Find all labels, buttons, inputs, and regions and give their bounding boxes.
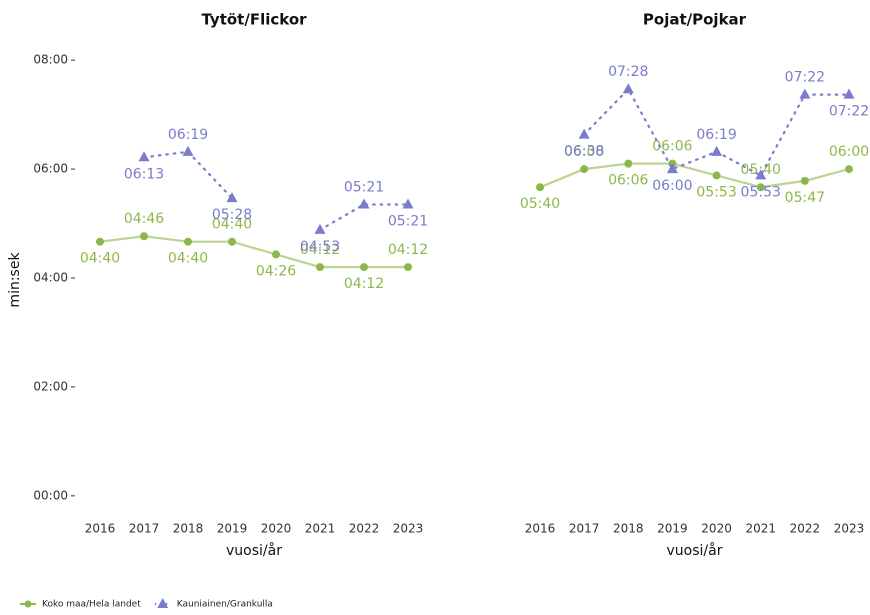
point-marker [140,232,148,241]
data-label: 06:06 [608,173,648,189]
data-label: 04:46 [124,211,164,227]
data-label: 06:19 [696,127,736,143]
data-label: 05:28 [212,207,252,223]
point-marker [184,237,192,246]
point-marker [272,250,280,259]
data-label: 05:21 [388,213,428,229]
data-label: 04:12 [344,276,384,292]
data-label: 04:40 [80,251,120,267]
point-marker [314,223,326,234]
data-label: 05:53 [741,184,781,200]
data-label: 06:19 [168,127,208,143]
data-label: 05:53 [696,184,736,200]
x-tick-label: 2020 [701,522,732,536]
point-marker [756,183,765,192]
x-axis-title: vuosi/år [226,542,282,559]
legend-label: Kauniainen/Grankulla [177,600,273,610]
data-label: 05:21 [344,179,384,195]
x-tick-label: 2019 [657,522,688,536]
point-marker [402,198,414,209]
data-label: 07:28 [608,64,648,80]
panel-title: Tytöt/Flickor [201,11,307,29]
point-marker [358,198,370,209]
point-marker [666,163,678,174]
x-tick-label: 2021 [305,522,336,536]
x-tick-label: 2022 [349,522,380,536]
x-tick-label: 2022 [790,522,821,536]
x-tick-label: 2016 [525,522,556,536]
x-tick-label: 2018 [173,522,204,536]
point-marker [711,145,723,156]
data-label: 05:47 [785,190,825,206]
legend-marker [24,600,32,608]
data-label: 06:38 [564,144,604,160]
data-label: 06:00 [829,144,869,160]
data-label: 06:06 [652,139,692,155]
data-label: 04:12 [300,242,340,258]
data-label: 06:00 [652,178,692,194]
y-tick-label: 06:00 [33,162,68,176]
y-tick-label: 04:00 [33,271,68,285]
point-marker [800,176,809,185]
x-tick-label: 2018 [613,522,644,536]
x-tick-label: 2017 [569,522,600,536]
data-label: 05:40 [520,196,560,212]
series-line [98,235,410,269]
point-marker [360,263,368,272]
x-axis-title: vuosi/år [667,542,723,559]
x-tick-label: 2017 [129,522,160,536]
x-tick-label: 2016 [85,522,116,536]
point-marker [843,88,855,99]
point-marker [845,165,853,174]
point-marker [182,145,194,156]
y-axis-title: min:sek [7,252,23,308]
data-label: 04:40 [168,251,208,267]
x-tick-label: 2019 [217,522,248,536]
point-marker [622,83,634,94]
point-marker [578,128,590,139]
point-marker [580,165,589,174]
point-marker [755,169,767,180]
data-label: 06:13 [124,166,164,182]
data-label: 07:22 [829,104,869,120]
point-marker [226,192,238,203]
data-label: 04:53 [300,239,340,255]
point-marker [536,183,544,192]
data-label: 04:26 [256,263,296,279]
data-label: 04:12 [388,242,428,258]
point-marker [96,237,104,246]
point-marker [712,171,721,180]
legend-label: Koko maa/Hela landet [42,600,141,610]
point-marker [138,151,150,162]
point-marker [228,237,236,246]
point-marker [316,263,324,272]
data-label: 04:40 [212,217,252,233]
y-tick-label: 02:00 [33,379,68,393]
point-marker [799,88,811,99]
x-tick-label: 2021 [745,522,776,536]
point-marker [624,159,633,168]
x-tick-label: 2020 [261,522,292,536]
panel-title: Pojat/Pojkar [643,11,747,29]
y-tick-label: 08:00 [33,53,68,67]
data-label: 07:22 [785,70,825,86]
x-tick-label: 2023 [393,522,424,536]
data-label: 06:00 [564,144,604,160]
y-tick-label: 00:00 [33,488,68,502]
x-tick-label: 2023 [834,522,865,536]
series-line [538,162,851,189]
legend-marker [157,598,169,608]
point-marker [404,263,412,272]
